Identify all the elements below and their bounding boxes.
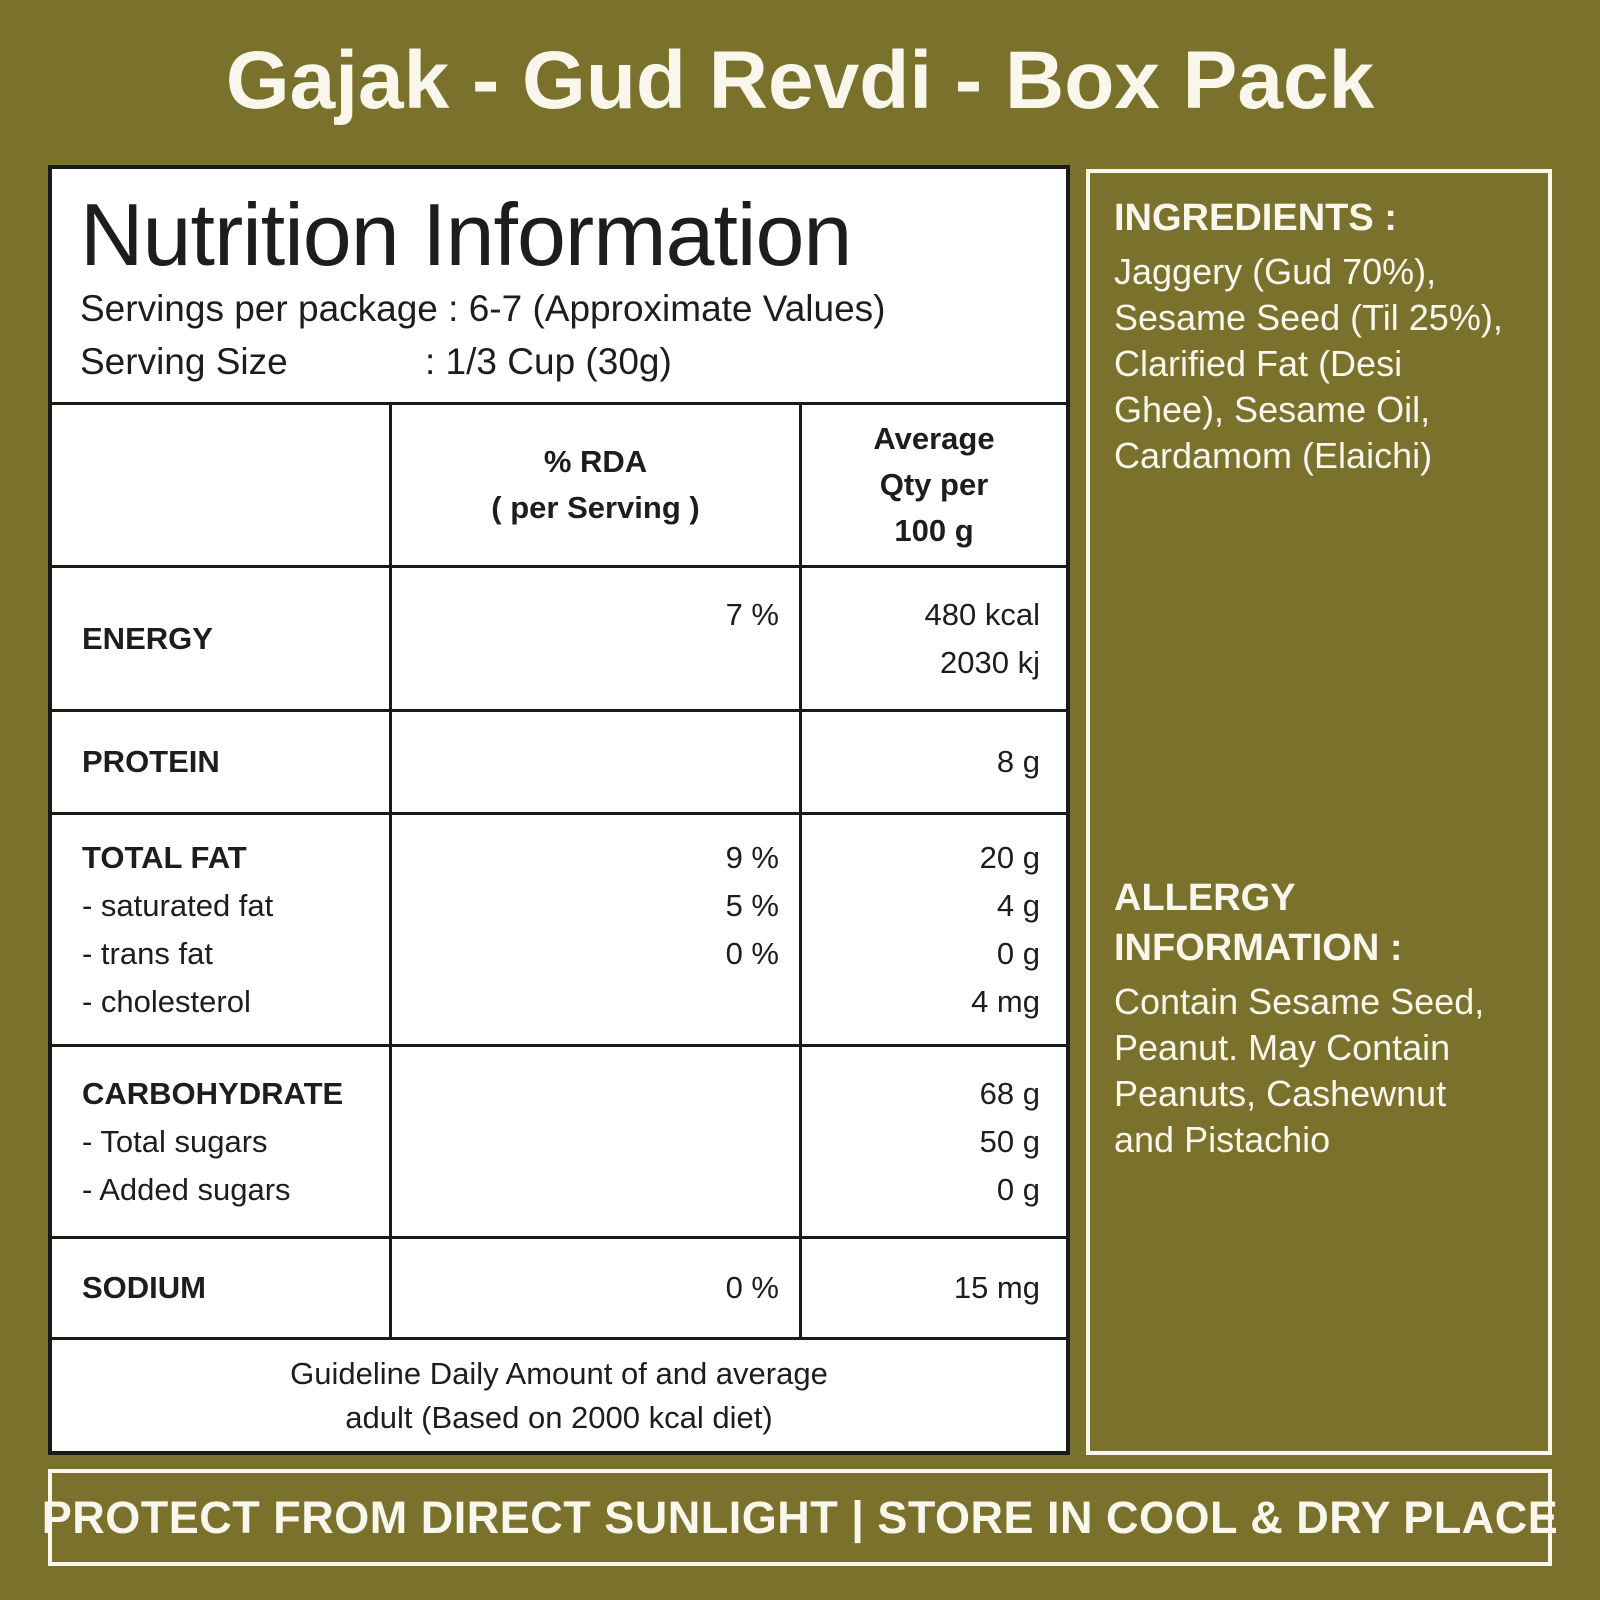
table-row-energy: ENERGY 7 % 480 kcal 2030 kj xyxy=(52,565,1066,709)
serving-size-line: Serving Size : 1/3 Cup (30g) xyxy=(80,335,1038,388)
header-cell-blank xyxy=(52,405,389,565)
ingredients-text: Jaggery (Gud 70%), Sesame Seed (Til 25%)… xyxy=(1114,251,1503,476)
row-qty: 4 mg xyxy=(971,983,1040,1019)
row-rda: 0 % xyxy=(725,935,779,971)
table-row-carbohydrate: CARBOHYDRATE - Total sugars - Added suga… xyxy=(52,1044,1066,1236)
row-sublabel: - trans fat xyxy=(82,935,213,971)
row-qty: 20 g xyxy=(979,839,1040,875)
nutrition-heading: Nutrition Information xyxy=(80,185,852,284)
row-qty: 8 g xyxy=(996,744,1040,779)
row-sublabel: - saturated fat xyxy=(82,887,274,923)
info-sidebar: INGREDIENTS : Jaggery (Gud 70%), Sesame … xyxy=(1086,169,1552,1455)
row-qty: 2030 kj xyxy=(940,644,1040,680)
nutrition-panel-header: Nutrition Information Servings per packa… xyxy=(52,169,1066,402)
row-label: TOTAL FAT xyxy=(82,839,247,875)
servings-per-package: Servings per package : 6-7 (Approximate … xyxy=(80,288,886,330)
table-row-protein: PROTEIN 8 g xyxy=(52,709,1066,812)
table-row-total-fat: TOTAL FAT - saturated fat - trans fat - … xyxy=(52,812,1066,1044)
allergy-text: Contain Sesame Seed, Peanut. May Contain… xyxy=(1114,981,1485,1160)
row-qty: 68 g xyxy=(979,1075,1040,1111)
serving-size-label: Serving Size xyxy=(80,341,288,383)
table-row-sodium: SODIUM 0 % 15 mg xyxy=(52,1236,1066,1337)
row-sublabel: - Added sugars xyxy=(82,1171,291,1207)
row-label: CARBOHYDRATE xyxy=(82,1075,344,1111)
storage-instructions-bar: PROTECT FROM DIRECT SUNLIGHT | STORE IN … xyxy=(42,1469,1558,1566)
row-sublabel: - cholesterol xyxy=(82,983,251,1019)
ingredients-section: INGREDIENTS : Jaggery (Gud 70%), Sesame … xyxy=(1114,193,1508,479)
row-qty: 480 kcal xyxy=(924,596,1040,632)
ingredients-heading: INGREDIENTS : xyxy=(1114,197,1397,239)
row-rda: 5 % xyxy=(725,887,779,923)
storage-instructions-text: PROTECT FROM DIRECT SUNLIGHT | STORE IN … xyxy=(41,1491,1559,1543)
row-rda: 7 % xyxy=(725,596,779,632)
row-label: SODIUM xyxy=(82,1270,206,1305)
table-header-row: % RDA ( per Serving ) Average Qty per 10… xyxy=(52,402,1066,565)
nutrition-panel: Nutrition Information Servings per packa… xyxy=(48,165,1070,1455)
row-qty: 0 g xyxy=(996,935,1040,971)
row-label: ENERGY xyxy=(82,620,213,656)
row-qty: 15 mg xyxy=(953,1270,1040,1305)
row-qty: 4 g xyxy=(996,887,1040,923)
row-label: PROTEIN xyxy=(82,744,220,779)
guideline-note: Guideline Daily Amount of and average ad… xyxy=(52,1337,1066,1451)
row-rda: 0 % xyxy=(725,1270,779,1305)
allergy-heading: ALLERGY INFORMATION : xyxy=(1114,877,1403,969)
row-qty: 50 g xyxy=(979,1123,1040,1159)
row-rda: 9 % xyxy=(725,839,779,875)
row-sublabel: - Total sugars xyxy=(82,1123,268,1159)
header-cell-rda: % RDA ( per Serving ) xyxy=(389,405,799,565)
allergy-section: ALLERGY INFORMATION : Contain Sesame See… xyxy=(1114,873,1508,1163)
serving-size-value: : 1/3 Cup (30g) xyxy=(425,341,672,383)
row-qty: 0 g xyxy=(996,1171,1040,1207)
product-title: Gajak - Gud Revdi - Box Pack xyxy=(225,35,1375,126)
header-cell-qty: Average Qty per 100 g xyxy=(799,405,1066,565)
